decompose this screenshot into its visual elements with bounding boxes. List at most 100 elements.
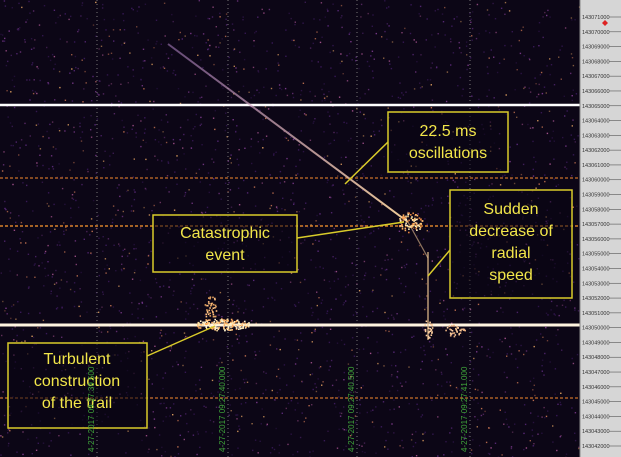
noise-dot bbox=[260, 441, 261, 442]
noise-dot bbox=[87, 171, 88, 172]
noise-dot bbox=[577, 244, 578, 245]
echo-dot bbox=[207, 311, 209, 313]
noise-dot bbox=[419, 296, 420, 297]
noise-dot bbox=[298, 149, 299, 150]
noise-dot bbox=[278, 65, 279, 66]
noise-dot bbox=[17, 251, 18, 252]
noise-dot bbox=[147, 263, 148, 264]
noise-dot bbox=[161, 447, 162, 448]
noise-dot bbox=[529, 59, 530, 60]
noise-dot bbox=[208, 39, 209, 40]
noise-dot bbox=[523, 27, 524, 28]
noise-dot bbox=[446, 381, 447, 382]
noise-dot bbox=[541, 112, 542, 113]
noise-dot bbox=[426, 295, 427, 296]
noise-dot bbox=[576, 206, 577, 207]
noise-dot bbox=[231, 454, 232, 455]
noise-dot bbox=[101, 332, 102, 333]
noise-dot bbox=[337, 343, 338, 344]
echo-dot bbox=[415, 219, 417, 221]
noise-dot bbox=[369, 233, 370, 234]
noise-dot bbox=[168, 191, 169, 192]
noise-dot bbox=[574, 309, 575, 310]
noise-dot bbox=[433, 344, 434, 345]
noise-dot bbox=[334, 271, 335, 272]
noise-dot bbox=[98, 327, 99, 328]
noise-dot bbox=[165, 333, 166, 334]
noise-dot bbox=[171, 348, 172, 349]
noise-dot bbox=[127, 255, 128, 256]
noise-dot bbox=[28, 313, 29, 314]
noise-dot bbox=[79, 126, 80, 127]
noise-dot bbox=[194, 273, 195, 274]
noise-dot bbox=[349, 53, 350, 54]
echo-dot bbox=[429, 322, 431, 324]
noise-dot bbox=[236, 125, 237, 126]
noise-dot bbox=[509, 10, 510, 11]
noise-dot bbox=[451, 26, 452, 27]
noise-dot bbox=[63, 222, 64, 223]
noise-dot bbox=[225, 36, 226, 37]
noise-dot bbox=[75, 200, 76, 201]
noise-dot bbox=[166, 407, 167, 408]
noise-dot bbox=[176, 184, 177, 185]
noise-dot bbox=[474, 416, 475, 417]
noise-dot bbox=[519, 40, 520, 41]
noise-dot bbox=[541, 416, 542, 417]
noise-dot bbox=[217, 141, 218, 142]
noise-dot bbox=[161, 119, 162, 120]
noise-dot bbox=[236, 71, 237, 72]
noise-dot bbox=[409, 176, 410, 177]
noise-dot bbox=[221, 316, 222, 317]
noise-dot bbox=[459, 47, 460, 48]
noise-dot bbox=[313, 43, 314, 44]
noise-dot bbox=[108, 281, 109, 282]
noise-dot bbox=[123, 131, 124, 132]
noise-dot bbox=[445, 348, 446, 349]
noise-dot bbox=[360, 16, 361, 17]
noise-dot bbox=[293, 204, 294, 205]
noise-dot bbox=[243, 16, 244, 17]
noise-dot bbox=[415, 272, 416, 273]
noise-dot bbox=[428, 231, 429, 232]
noise-dot bbox=[432, 260, 433, 261]
noise-dot bbox=[134, 244, 135, 245]
noise-dot bbox=[388, 318, 389, 319]
noise-dot bbox=[487, 9, 488, 10]
noise-dot bbox=[392, 334, 393, 335]
noise-dot bbox=[300, 282, 301, 283]
noise-dot bbox=[388, 25, 389, 26]
noise-dot bbox=[230, 404, 231, 405]
noise-dot bbox=[103, 161, 104, 162]
noise-dot bbox=[211, 393, 212, 394]
noise-dot bbox=[327, 311, 328, 312]
noise-dot bbox=[265, 106, 266, 107]
noise-dot bbox=[166, 142, 167, 143]
noise-dot bbox=[200, 59, 201, 60]
noise-dot bbox=[547, 340, 548, 341]
noise-dot bbox=[309, 91, 310, 92]
noise-dot bbox=[360, 404, 361, 405]
noise-dot bbox=[75, 256, 76, 257]
noise-dot bbox=[349, 32, 350, 33]
noise-dot bbox=[11, 55, 12, 56]
noise-dot bbox=[331, 212, 332, 213]
noise-dot bbox=[523, 164, 524, 165]
echo-dot bbox=[419, 217, 421, 219]
noise-dot bbox=[35, 256, 36, 257]
noise-dot bbox=[252, 333, 253, 334]
noise-dot bbox=[151, 210, 152, 211]
noise-dot bbox=[243, 321, 244, 322]
noise-dot bbox=[362, 451, 363, 452]
noise-dot bbox=[154, 156, 155, 157]
noise-dot bbox=[131, 302, 132, 303]
noise-dot bbox=[533, 378, 534, 379]
noise-dot bbox=[74, 41, 75, 42]
noise-dot bbox=[160, 332, 161, 333]
noise-dot bbox=[190, 291, 191, 292]
noise-dot bbox=[511, 448, 512, 449]
noise-dot bbox=[432, 338, 433, 339]
noise-dot bbox=[262, 147, 263, 148]
noise-dot bbox=[391, 259, 392, 260]
noise-dot bbox=[172, 73, 173, 74]
